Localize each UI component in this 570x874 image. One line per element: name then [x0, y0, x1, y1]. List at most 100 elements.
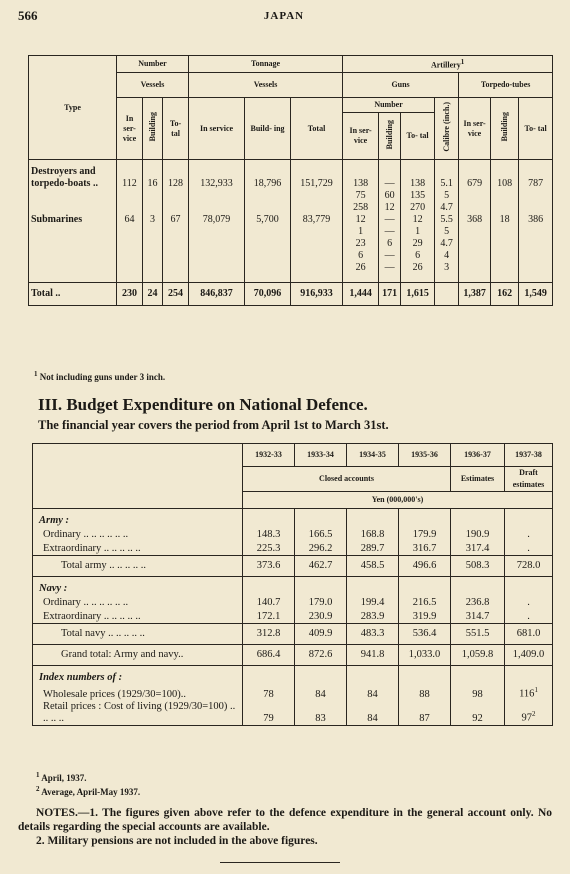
budget-table: 1932-33 1933-34 1934-35 1935-36 1936-37 1937-…	[32, 443, 553, 726]
cell: .	[504, 609, 553, 624]
row-label: Destroyers and torpedo-boats ..	[28, 159, 117, 190]
cell: 3	[434, 262, 460, 283]
cell: 289.7	[346, 541, 399, 556]
cell: 18	[490, 214, 520, 226]
cell: 536.4	[398, 623, 451, 645]
total-row: Total .. 230 24 254 846,837 70,096 916,933 1,44…	[28, 282, 554, 306]
notes: NOTES.—1. The figures given above refer …	[18, 806, 552, 848]
cell	[450, 508, 505, 527]
section-title: III. Budget Expenditure on National Defe…	[38, 395, 368, 414]
cell	[398, 665, 451, 684]
cell	[116, 202, 143, 214]
cell: 236.8	[450, 595, 505, 609]
cell	[290, 190, 344, 202]
cell: 916,933	[290, 282, 344, 306]
header-cell	[32, 443, 243, 509]
cell	[518, 190, 554, 202]
cell: 941.8	[346, 644, 399, 666]
cell	[458, 262, 492, 283]
cell	[244, 226, 292, 238]
cell: 270	[400, 202, 436, 214]
cell	[434, 282, 460, 306]
cell: 135	[400, 190, 436, 202]
cell: 225.3	[242, 541, 295, 556]
cell	[490, 202, 520, 214]
row-label: Total army .. .. .. .. ..	[32, 555, 243, 577]
data-row: 23 6 29 4.7	[28, 238, 554, 250]
cell	[116, 190, 143, 202]
cell	[290, 262, 344, 283]
cell: 1,444	[342, 282, 380, 306]
page-header: 566 JAPAN	[18, 8, 550, 28]
cell	[161, 262, 190, 283]
footnote-marker: 2	[36, 785, 40, 793]
cell	[458, 250, 492, 262]
cell: 16	[142, 159, 163, 190]
cell: 681.0	[504, 623, 553, 645]
cell	[142, 238, 163, 250]
cell: 138	[400, 159, 436, 190]
footnote-marker: 1	[34, 370, 38, 378]
cell: 846,837	[188, 282, 246, 306]
cell	[242, 576, 295, 595]
year-header: 1936-37	[450, 443, 505, 467]
cell: 162	[490, 282, 520, 306]
cell: 148.3	[242, 527, 295, 541]
row-label: Submarines	[28, 214, 117, 226]
cell	[116, 262, 143, 283]
footnote: 2 Average, April-May 1937.	[36, 784, 140, 798]
cell: 1161	[504, 684, 553, 701]
cell: 190.9	[450, 527, 505, 541]
cell	[116, 250, 143, 262]
cell: 6	[400, 250, 436, 262]
cell: 64	[116, 214, 143, 226]
cell: 84	[346, 684, 399, 701]
cell	[242, 508, 295, 527]
cell: 98	[450, 684, 505, 701]
cell: 128	[161, 159, 190, 190]
data-row: Extraordinary .. .. .. .. .. 172.1 230.9 28…	[32, 609, 553, 624]
header-cell: Building	[378, 112, 402, 160]
year-header: 1937-38	[504, 443, 553, 467]
data-row: Extraordinary .. .. .. .. .. 225.3 296.2 28…	[32, 541, 553, 556]
header-cell: Number	[342, 97, 436, 113]
cell: 18,796	[244, 159, 292, 190]
cell: 317.4	[450, 541, 505, 556]
cell: 1	[342, 226, 380, 238]
cell: 88	[398, 684, 451, 701]
data-row: Total navy .. .. .. .. .. 312.8 409.9 483.3…	[32, 623, 553, 645]
cell: 316.7	[398, 541, 451, 556]
data-row: Ordinary .. .. .. .. .. .. 140.7 179.0 199.…	[32, 595, 553, 609]
cell: —	[378, 214, 402, 226]
cell: 26	[400, 262, 436, 283]
header-cell: Building	[142, 97, 163, 160]
cell: 83	[294, 700, 347, 725]
cell: 3	[142, 214, 163, 226]
cell: —	[378, 250, 402, 262]
cell	[188, 250, 246, 262]
header-row: In ser- vice Building To- tal	[29, 112, 553, 160]
cell: 551.5	[450, 623, 505, 645]
cell: 171	[378, 282, 402, 306]
header-row: Closed accounts Estimates Draft estimates	[33, 466, 553, 492]
note-text: The figures given above refer to the def…	[18, 807, 552, 833]
header-cell: Type	[28, 55, 117, 160]
cell: 483.3	[346, 623, 399, 645]
cell: 972	[504, 700, 553, 725]
data-row: 26—26 3	[28, 262, 554, 283]
row-label	[28, 202, 117, 214]
cell	[450, 576, 505, 595]
cell: 216.5	[398, 595, 451, 609]
cell: 12	[378, 202, 402, 214]
row-label: Total ..	[28, 282, 117, 306]
row-label: Retail prices : Cost of living (1929/30=…	[32, 700, 243, 725]
cell: 108	[490, 159, 520, 190]
data-row: Retail prices : Cost of living (1929/30=…	[32, 700, 553, 725]
cell	[398, 508, 451, 527]
header-cell: To- tal	[518, 97, 554, 160]
data-row: Wholesale prices (1929/30=100).. 78 84 84 88…	[32, 684, 553, 701]
row-heading: Navy :	[32, 576, 243, 595]
cell: 686.4	[242, 644, 295, 666]
row-label: Extraordinary .. .. .. .. ..	[32, 609, 243, 624]
cell	[242, 665, 295, 684]
